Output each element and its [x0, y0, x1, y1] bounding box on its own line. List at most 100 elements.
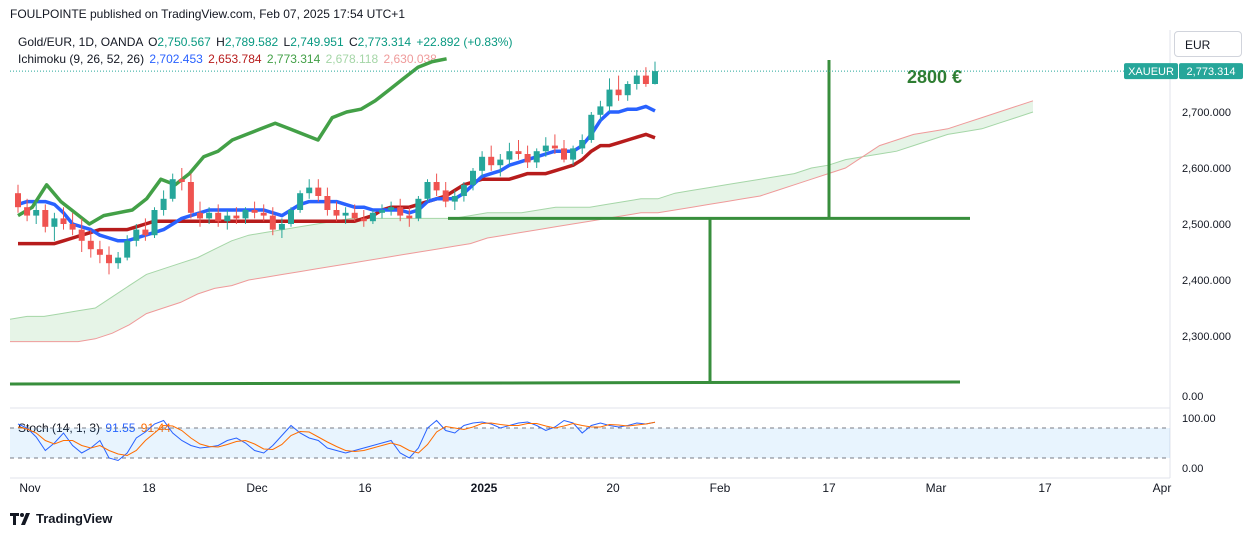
candle: [642, 67, 649, 87]
target-annotation: 2800 €: [907, 67, 962, 87]
candle: [78, 218, 85, 252]
candle-body: [115, 257, 122, 264]
candle-body: [433, 182, 440, 191]
time-tick-label: Dec: [246, 481, 267, 495]
tradingview-logo[interactable]: TradingView: [10, 511, 112, 526]
candle-body: [515, 151, 522, 154]
ichimoku-label[interactable]: Ichimoku (9, 26, 52, 26): [18, 52, 145, 66]
candle-body: [278, 224, 285, 230]
candle-body: [570, 148, 577, 160]
candle: [351, 204, 358, 222]
candle: [288, 207, 294, 227]
candle: [597, 100, 604, 121]
candle-body: [379, 210, 385, 213]
candle-body: [169, 179, 176, 199]
candle: [106, 246, 112, 275]
candle: [242, 207, 249, 224]
stoch-d-line: [17, 421, 656, 457]
candle-body: [215, 212, 222, 222]
candle: [151, 207, 158, 238]
price-tick-label: 2,500.000: [1182, 219, 1231, 231]
stoch-k-value: 91.55: [105, 421, 136, 435]
candle-body: [324, 196, 331, 210]
candle: [115, 252, 122, 269]
support-line-bottom: [9, 380, 961, 386]
candle-body: [178, 179, 185, 182]
candle: [60, 207, 67, 230]
candle: [379, 204, 385, 219]
candle: [251, 201, 258, 219]
candle-body: [561, 148, 567, 160]
candle: [187, 173, 194, 219]
candle: [515, 140, 522, 160]
candle-body: [369, 212, 376, 222]
candle-body: [96, 249, 103, 255]
candle-body: [533, 151, 540, 163]
price-tick-label: 0.00: [1182, 391, 1203, 403]
candle-body: [633, 75, 640, 84]
candle-body: [333, 210, 340, 216]
candle: [433, 173, 440, 196]
candle: [570, 145, 577, 166]
candle: [579, 134, 586, 154]
candle: [524, 145, 531, 168]
candle: [497, 154, 504, 177]
candle-body: [360, 218, 367, 222]
candles: [15, 61, 658, 275]
time-tick-label: 2025: [471, 481, 498, 495]
price-tag-symbol-bg: [1124, 63, 1178, 80]
symbol-legend: Gold/EUR, 1D, OANDA O2,750.567 H2,789.58…: [18, 35, 512, 49]
candle-body: [597, 106, 604, 115]
time-tick-label: 17: [1038, 481, 1052, 495]
candle-body: [242, 210, 249, 219]
candle-body: [397, 207, 404, 216]
candle: [460, 182, 467, 202]
candle: [533, 148, 540, 168]
candle-body: [342, 212, 349, 216]
time-tick-label: Mar: [926, 481, 947, 495]
candle: [324, 187, 331, 216]
candle: [451, 190, 458, 210]
high-value: 2,789.582: [224, 35, 279, 49]
time-tick-label: Apr: [1153, 481, 1172, 495]
candle-body: [606, 89, 613, 107]
candle: [388, 201, 395, 216]
lagging-line: [17, 57, 447, 226]
candle: [233, 207, 240, 224]
price-tag-symbol: XAUEUR: [1128, 66, 1174, 78]
candle: [215, 204, 222, 227]
symbol-name[interactable]: Gold/EUR, 1D, OANDA: [18, 35, 143, 49]
candle-body: [24, 207, 31, 216]
candle: [69, 212, 76, 236]
candle-body: [497, 159, 504, 166]
candle-body: [78, 229, 85, 241]
candle-body: [106, 254, 112, 264]
candle: [342, 207, 349, 224]
candle: [197, 201, 203, 227]
candle: [297, 190, 304, 213]
candle: [588, 112, 595, 143]
candle: [542, 137, 549, 157]
time-tick-label: 20: [606, 481, 620, 495]
candle: [33, 201, 40, 224]
candle-body: [233, 215, 240, 219]
candle-body: [524, 154, 531, 163]
candle-body: [33, 210, 40, 216]
candle-body: [479, 156, 486, 171]
open-value: 2,750.567: [157, 35, 211, 49]
currency-selector[interactable]: EUR: [1174, 31, 1242, 57]
candle-body: [269, 215, 276, 230]
ichimoku-span-a-value: 2,678.118: [325, 52, 379, 66]
low-value: 2,749.951: [290, 35, 344, 49]
candle-body: [415, 198, 422, 219]
candle-body: [288, 210, 294, 224]
candle: [142, 218, 149, 241]
candle: [406, 207, 413, 227]
candle-body: [251, 210, 258, 213]
change-value: +22.892 (+0.83%): [416, 35, 513, 49]
candle-body: [187, 182, 194, 213]
candle-body: [60, 218, 67, 224]
ichimoku-lagging-value: 2,773.314: [266, 52, 321, 66]
candle-body: [260, 212, 267, 216]
